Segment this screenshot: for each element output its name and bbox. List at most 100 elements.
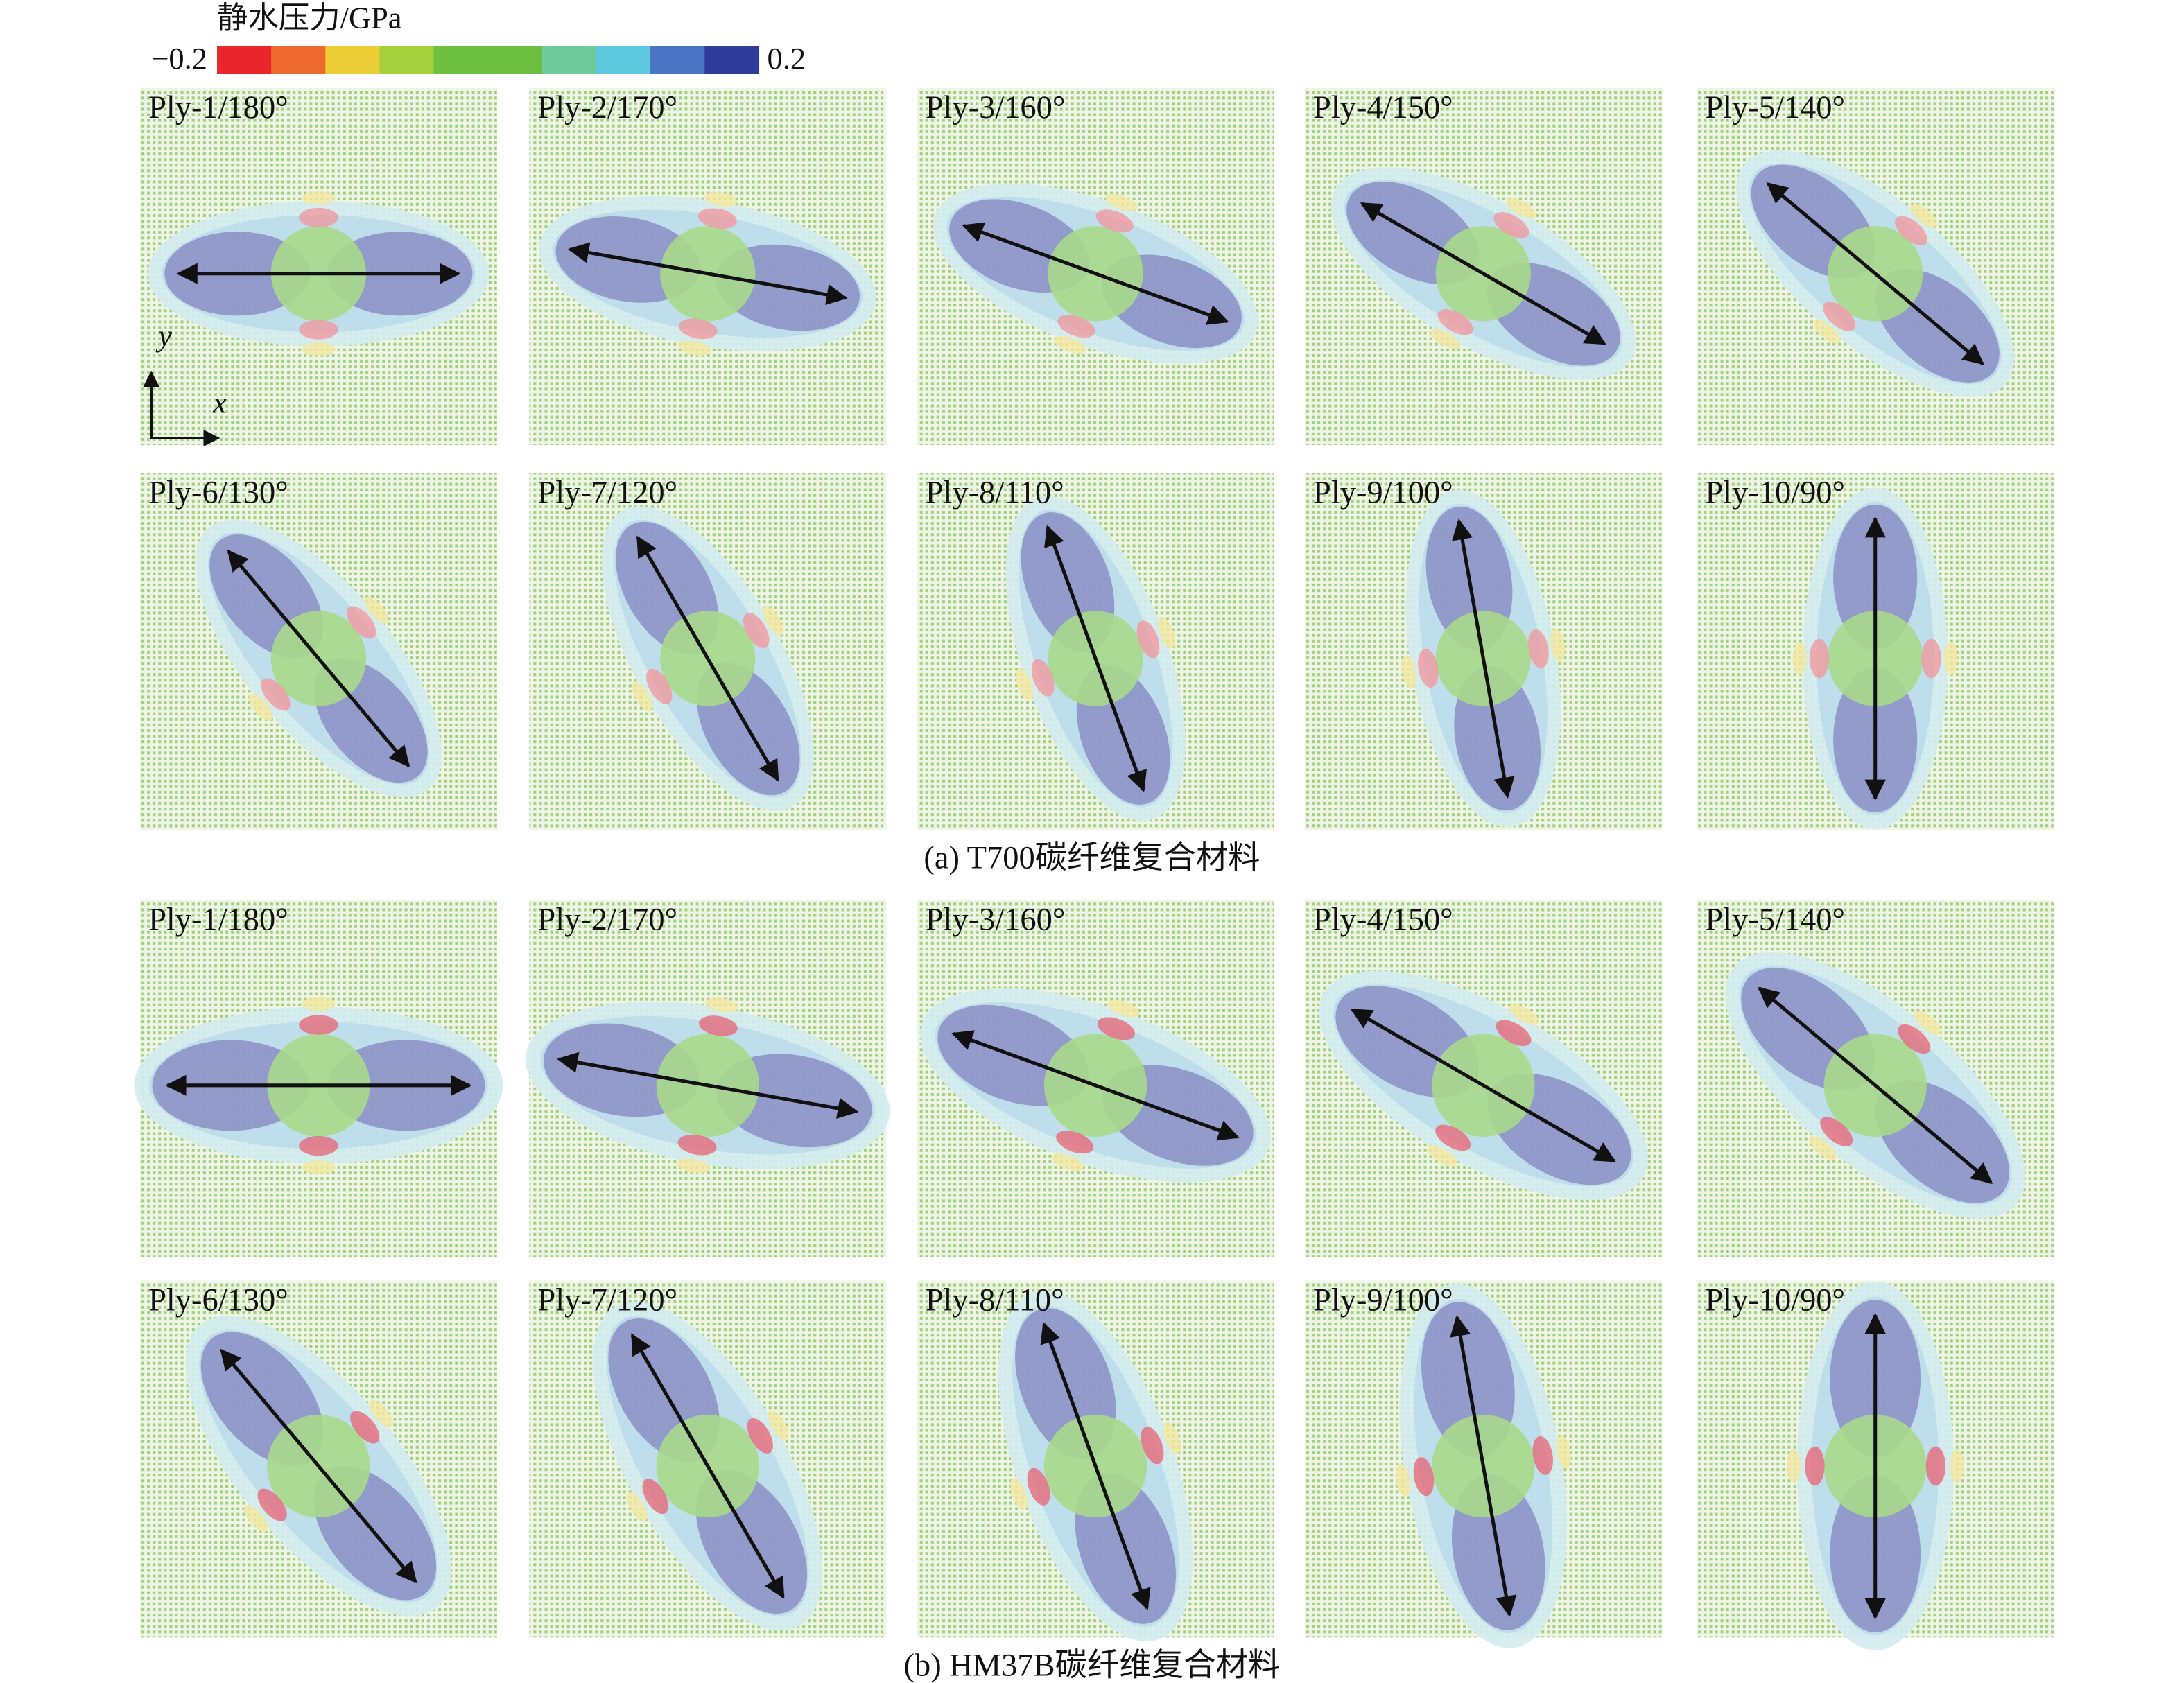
panel-label: Ply-2/170° [537,902,677,937]
panel: Ply-10/90° [1697,1280,2054,1651]
axis-y-label: y [155,318,172,353]
panel-label: Ply-2/170° [537,90,677,125]
contour-yellow [1792,641,1807,676]
fiber-arrow [636,535,779,782]
panel: Ply-5/140° [1697,900,2054,1257]
colorbar-min: −0.2 [151,41,207,76]
fiber-arrow [1350,1008,1616,1163]
panel-label: Ply-8/110° [926,1282,1064,1318]
panel: Ply-6/130° [139,473,497,830]
panel-label: Ply-10/90° [1705,1282,1845,1318]
panel: Ply-9/100° [1304,1280,1662,1648]
panel: Ply-3/160° [917,88,1274,446]
axis-x-label: x [212,385,227,420]
contour-yellow [1786,1449,1801,1483]
panel-label: Ply-10/90° [1705,475,1845,510]
panel-label: Ply-4/150° [1313,90,1453,125]
panel: Ply-1/180° [139,88,497,446]
colorbar-max: 0.2 [768,41,806,76]
contour-yellow [1009,1478,1028,1510]
panel: Ply-9/100° [1304,473,1662,830]
panel: Ply-8/110° [917,473,1274,830]
contour-low [697,208,737,229]
contour-yellow [302,996,336,1011]
axes-indicator: yx [143,318,227,447]
panel-label: Ply-1/180° [148,902,288,937]
colorbar-title: 静水压力/GPa [217,0,402,35]
contour-yellow [1950,1449,1964,1483]
contour-yellow [1943,641,1958,676]
panel: Ply-5/140° [1697,88,2054,446]
contour-yellow [1163,1422,1181,1454]
fiber-arrow [1360,202,1606,345]
contour-yellow [1053,335,1086,354]
contour-low [698,1015,738,1036]
contour-low [678,318,718,340]
contour-yellow [1556,1435,1572,1469]
panel-label: Ply-5/140° [1705,90,1845,125]
panel: Ply-3/160° [917,900,1274,1257]
colorbar-swatch [379,46,435,75]
fiber-arrow [1040,1322,1151,1610]
fiber-arrow [630,1333,785,1599]
contour-yellow [1550,629,1566,662]
contour-yellow [1015,668,1034,701]
contour-low [299,1135,338,1156]
contour-yellow [1107,1000,1140,1018]
contour-low [299,1015,338,1035]
colorbar-swatch [487,46,543,75]
panel-label: Ply-6/130° [148,1282,288,1318]
panel-label: Ply-7/120° [537,475,677,510]
panel-label: Ply-6/130° [148,475,288,510]
contour-low [1413,1457,1435,1497]
contour-yellow [1105,193,1138,211]
panel-label: Ply-9/100° [1313,475,1453,510]
contour-yellow [1401,655,1416,688]
panel: Ply-2/170° [526,900,890,1257]
panel-label: Ply-3/160° [926,902,1066,937]
panel: Ply-7/120° [529,473,887,830]
panel-label: Ply-8/110° [926,475,1064,510]
panel-label: Ply-9/100° [1313,1282,1453,1318]
panel-label: Ply-7/120° [537,1282,677,1318]
contour-yellow [704,191,738,207]
panel: Ply-1/180° [134,900,503,1257]
fiber-arrow [567,242,848,305]
colorbar-swatch [650,46,705,75]
contour-yellow [1051,1153,1084,1171]
contour-low [677,1134,717,1156]
panel-label: Ply-3/160° [926,90,1066,125]
fiber-arrow [557,1052,859,1119]
contour-yellow [302,342,336,356]
contour-yellow [1157,616,1176,649]
colorbar-swatch [433,46,489,75]
fiber-arrow [1452,518,1515,799]
contour-low [1805,1446,1825,1486]
panel-label: Ply-5/140° [1705,902,1845,937]
contour-low [1921,638,1941,679]
colorbar-swatch [596,46,651,75]
panel: Ply-8/110° [917,1280,1274,1642]
colorbar-swatch [271,46,326,75]
caption: (a) T700碳纤维复合材料 [924,840,1260,875]
panel: Ply-6/130° [139,1280,497,1638]
fiber-arrow [1450,1315,1517,1617]
panel: Ply-7/120° [529,1280,887,1638]
contour-yellow [677,340,711,356]
contour-low [299,207,338,228]
fiber-arrow [227,550,410,767]
colorbar-swatch [541,46,597,75]
fiber-arrow [1758,986,1993,1184]
panel: Ply-10/90° [1697,473,2054,830]
contour-yellow [302,191,336,205]
contour-low [1925,1446,1946,1486]
contour-yellow [302,1160,336,1174]
fiber-arrow [1766,182,1984,365]
contour-yellow [677,1158,711,1174]
contour-low [1532,1436,1554,1475]
panel-label: Ply-4/150° [1313,902,1453,937]
panel: Ply-2/170° [529,88,887,446]
colorbar-swatch [704,46,760,75]
fiber-arrow [951,1030,1240,1141]
